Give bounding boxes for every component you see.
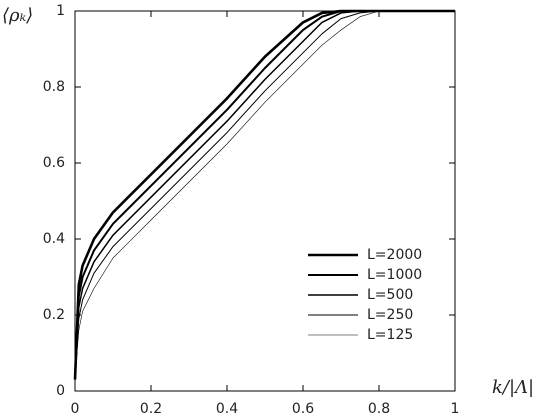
data-line [74,10,455,380]
x-tick-label: 1 [451,401,460,417]
x-tick-label: 0 [71,401,80,417]
legend-label: L=500 [367,287,413,303]
y-tick-label: 0.8 [43,79,65,95]
x-tick-label: 0.6 [292,401,314,417]
y-tick-label: 0.6 [43,155,65,171]
x-tick-label: 0.2 [140,401,162,417]
legend-label: L=125 [367,327,413,343]
x-axis-title: k/|Λ| [492,377,534,398]
legend-label: L=2000 [367,247,422,263]
legend-label: L=1000 [367,267,422,283]
data-line [74,10,455,380]
x-tick-label: 0.8 [368,401,390,417]
y-axis-title: ⟨ρₖ⟩ [2,5,33,26]
data-line [73,9,455,380]
data-line [74,10,455,380]
data-line [74,10,455,380]
y-tick-label: 0.4 [43,231,65,247]
y-tick-label: 0 [56,383,65,399]
x-tick-label: 0.4 [216,401,238,417]
plot-frame [74,10,456,392]
y-tick-label: 0.2 [43,307,65,323]
legend-label: L=250 [367,307,413,323]
y-tick-label: 1 [56,3,65,19]
